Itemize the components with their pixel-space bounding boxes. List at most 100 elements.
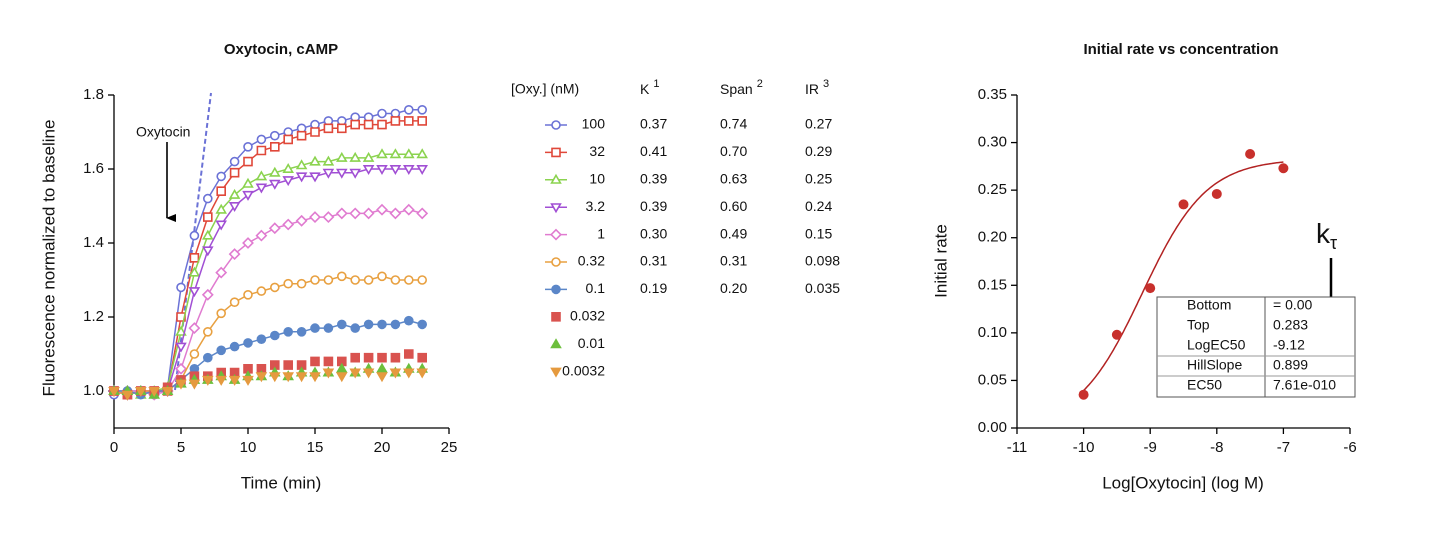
marker xyxy=(242,190,254,201)
marker xyxy=(404,116,414,126)
marker xyxy=(108,387,120,397)
x-tick-label: -8 xyxy=(1210,439,1223,456)
marker xyxy=(135,387,147,397)
marker xyxy=(376,148,388,159)
marker xyxy=(376,165,388,175)
marker xyxy=(417,116,427,126)
marker xyxy=(243,156,253,167)
marker xyxy=(416,368,428,379)
legend-label: 0.01 xyxy=(578,335,605,351)
series-line xyxy=(113,120,423,396)
marker xyxy=(202,229,214,240)
marker xyxy=(176,282,186,293)
marker xyxy=(269,166,281,177)
marker xyxy=(243,338,253,348)
marker xyxy=(363,319,374,330)
y-tick-label: 0.15 xyxy=(978,276,1007,293)
marker xyxy=(203,212,213,222)
x-tick-label: -9 xyxy=(1144,439,1157,456)
y-tick-label: 0.05 xyxy=(978,371,1007,388)
marker xyxy=(189,230,200,241)
x-tick-label: 15 xyxy=(307,439,324,456)
marker xyxy=(188,287,201,298)
marker xyxy=(283,134,293,145)
table-cell: 0.41 xyxy=(640,143,667,159)
marker xyxy=(269,130,280,141)
marker xyxy=(215,266,228,279)
marker xyxy=(256,334,267,345)
table-cell: 0.37 xyxy=(640,116,667,132)
marker xyxy=(216,186,226,196)
marker xyxy=(295,172,308,183)
x-tick-label: 0 xyxy=(110,439,118,456)
legend-label: 0.0032 xyxy=(562,362,605,378)
marker xyxy=(283,360,293,370)
marker xyxy=(389,207,402,220)
y-tick-label: 1.0 xyxy=(83,382,104,399)
point xyxy=(1278,163,1289,174)
marker xyxy=(309,155,321,166)
marker xyxy=(403,368,415,379)
marker xyxy=(362,165,375,175)
marker xyxy=(243,142,253,152)
marker xyxy=(268,222,281,235)
marker xyxy=(336,319,347,330)
marker xyxy=(322,368,335,379)
y-tick-label: 0.35 xyxy=(978,86,1007,103)
legend-marker xyxy=(550,338,562,349)
legend-label: 1 xyxy=(597,225,605,241)
marker xyxy=(362,368,375,379)
marker xyxy=(270,142,280,152)
marker xyxy=(363,119,374,130)
table-cell: 0.20 xyxy=(720,280,747,296)
marker xyxy=(256,286,267,296)
marker xyxy=(322,168,335,179)
marker xyxy=(255,229,268,242)
point xyxy=(1145,283,1156,294)
series-line xyxy=(114,208,423,396)
series-line xyxy=(114,153,423,396)
legend-marker xyxy=(550,173,562,184)
marker xyxy=(121,390,134,401)
marker xyxy=(350,275,361,285)
marker xyxy=(416,148,428,159)
marker xyxy=(243,289,253,300)
table-cell: 0.24 xyxy=(805,198,832,214)
marker xyxy=(390,275,401,285)
marker xyxy=(282,163,294,173)
y-tick-label: 1.4 xyxy=(83,234,104,251)
marker xyxy=(269,179,281,190)
table-cell: 0.15 xyxy=(805,225,832,241)
x-tick-label: 25 xyxy=(441,439,458,456)
marker xyxy=(175,342,187,353)
table-cell: 0.74 xyxy=(720,116,747,132)
legend-label: 0.1 xyxy=(586,280,606,296)
marker xyxy=(161,387,174,397)
header-text: K xyxy=(640,81,650,97)
table-cell: 0.31 xyxy=(720,253,747,269)
marker xyxy=(417,352,427,363)
marker xyxy=(216,171,226,182)
marker xyxy=(390,116,401,126)
marker xyxy=(363,275,374,285)
series-line xyxy=(114,319,423,396)
marker xyxy=(216,308,226,319)
marker xyxy=(402,203,415,216)
table-cell: 0.31 xyxy=(640,253,667,269)
marker xyxy=(323,323,334,333)
marker xyxy=(282,372,294,383)
legend-label: 0.032 xyxy=(570,308,605,324)
point xyxy=(1078,389,1089,400)
marker xyxy=(242,177,254,188)
marker xyxy=(175,379,187,390)
legend-label: 10 xyxy=(589,171,605,187)
fit-param-name: Top xyxy=(1187,317,1210,333)
marker xyxy=(215,220,227,231)
marker xyxy=(337,123,347,134)
fit-param-value: 0.283 xyxy=(1273,317,1308,333)
marker xyxy=(148,387,160,397)
y-tick-label: 0.00 xyxy=(978,419,1007,436)
marker xyxy=(229,297,240,308)
marker xyxy=(377,352,387,363)
marker xyxy=(202,375,214,386)
